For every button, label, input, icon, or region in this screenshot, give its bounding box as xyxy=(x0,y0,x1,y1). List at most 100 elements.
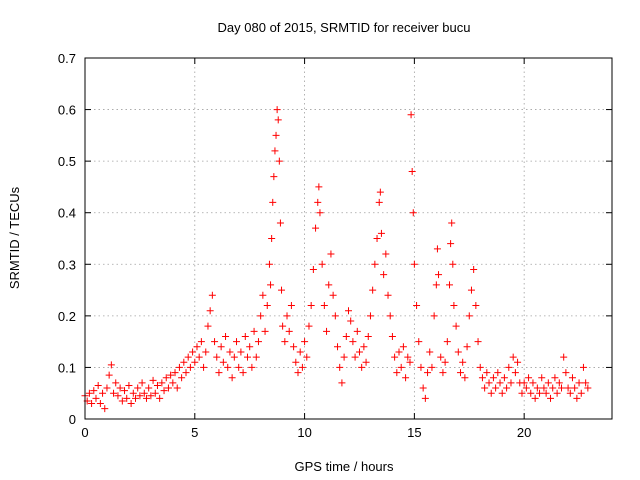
data-point xyxy=(336,363,344,371)
data-point xyxy=(99,389,107,397)
data-point xyxy=(243,353,251,361)
y-tick-label: 0.7 xyxy=(58,51,76,66)
data-point xyxy=(329,291,337,299)
data-point xyxy=(85,389,93,397)
data-point xyxy=(202,348,210,356)
data-point xyxy=(568,374,576,382)
y-tick-label: 0.3 xyxy=(58,257,76,272)
data-point xyxy=(347,317,355,325)
data-point xyxy=(167,371,175,379)
data-point xyxy=(476,363,484,371)
data-point xyxy=(562,369,570,377)
data-point xyxy=(474,338,482,346)
data-point xyxy=(121,387,129,395)
data-point xyxy=(112,379,120,387)
data-point xyxy=(252,353,260,361)
data-point xyxy=(285,327,293,335)
data-point xyxy=(298,363,306,371)
x-tick-label: 0 xyxy=(81,425,88,440)
data-point xyxy=(553,389,561,397)
data-point xyxy=(391,353,399,361)
data-point xyxy=(230,353,238,361)
data-point xyxy=(248,363,256,371)
data-point xyxy=(92,394,100,402)
data-point xyxy=(409,209,417,217)
data-point xyxy=(496,379,504,387)
data-point xyxy=(103,384,111,392)
x-tick-label: 15 xyxy=(407,425,421,440)
data-point xyxy=(393,369,401,377)
data-point xyxy=(433,245,441,253)
data-point xyxy=(116,384,124,392)
x-tick-label: 20 xyxy=(517,425,531,440)
data-point xyxy=(334,343,342,351)
data-point xyxy=(564,384,572,392)
chart-title: Day 080 of 2015, SRMTID for receiver buc… xyxy=(218,20,471,35)
data-point xyxy=(193,343,201,351)
data-point xyxy=(327,250,335,258)
data-point xyxy=(315,183,323,191)
y-tick-label: 0.5 xyxy=(58,154,76,169)
data-point xyxy=(129,389,137,397)
data-point xyxy=(164,384,172,392)
data-point xyxy=(233,338,241,346)
data-point xyxy=(415,338,423,346)
data-point xyxy=(424,369,432,377)
x-axis-label: GPS time / hours xyxy=(295,459,394,474)
data-point xyxy=(254,338,262,346)
data-point xyxy=(443,338,451,346)
data-point xyxy=(222,332,230,340)
data-point xyxy=(399,343,407,351)
data-point xyxy=(349,338,357,346)
data-point xyxy=(456,369,464,377)
data-point xyxy=(314,198,322,206)
data-point xyxy=(204,322,212,330)
data-point xyxy=(191,358,199,366)
data-point xyxy=(463,343,471,351)
data-point xyxy=(303,353,311,361)
data-point xyxy=(384,291,392,299)
data-point xyxy=(487,389,495,397)
data-point xyxy=(500,374,508,382)
data-point xyxy=(503,384,511,392)
data-point xyxy=(571,384,579,392)
data-point xyxy=(213,353,221,361)
data-point xyxy=(189,348,197,356)
data-point xyxy=(435,271,443,279)
data-point xyxy=(287,302,295,310)
data-point xyxy=(257,312,265,320)
data-point xyxy=(376,188,384,196)
data-point xyxy=(237,348,245,356)
data-point xyxy=(182,369,190,377)
data-point xyxy=(467,286,475,294)
data-point xyxy=(533,384,541,392)
data-point xyxy=(342,332,350,340)
data-point xyxy=(538,374,546,382)
data-point xyxy=(171,369,179,377)
data-point xyxy=(274,116,282,124)
data-point xyxy=(178,374,186,382)
data-point xyxy=(540,384,548,392)
data-point xyxy=(340,353,348,361)
data-point xyxy=(388,332,396,340)
data-point xyxy=(432,281,440,289)
data-point xyxy=(235,363,243,371)
data-point xyxy=(105,371,113,379)
data-point xyxy=(134,384,142,392)
data-point xyxy=(461,374,469,382)
data-point xyxy=(485,379,493,387)
data-point xyxy=(123,394,131,402)
data-point xyxy=(511,369,519,377)
data-point xyxy=(88,400,96,408)
data-point xyxy=(175,363,183,371)
data-point xyxy=(395,348,403,356)
data-point xyxy=(448,219,456,227)
data-point xyxy=(136,392,144,400)
y-tick-label: 0.2 xyxy=(58,309,76,324)
data-point xyxy=(397,363,405,371)
data-point xyxy=(318,260,326,268)
data-point xyxy=(197,338,205,346)
axis-ticks: 0 5 10 15 20 0 0.1 0.2 0.3 0.4 0.5 0.6 0.7 xyxy=(58,51,612,440)
data-point xyxy=(577,389,585,397)
data-point xyxy=(507,379,515,387)
